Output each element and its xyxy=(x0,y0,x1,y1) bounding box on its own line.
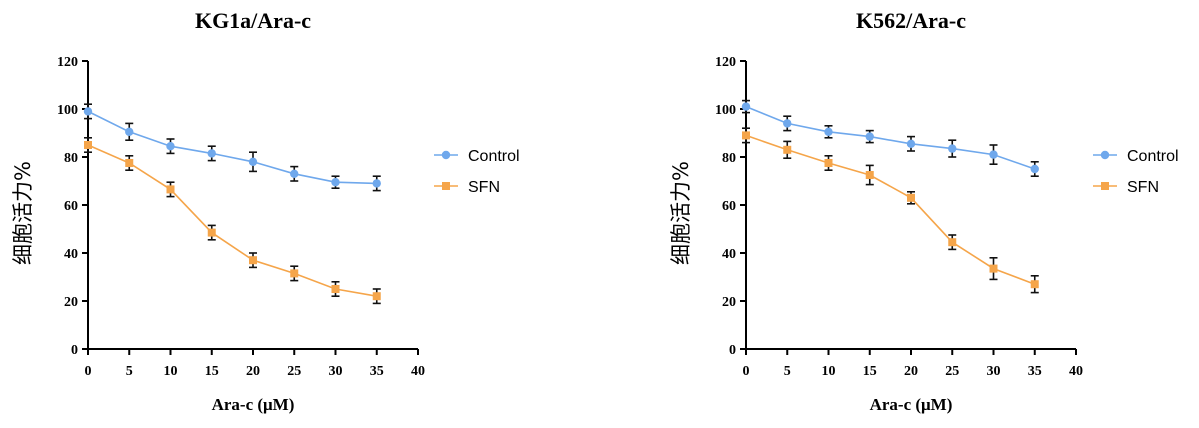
x-tick-label: 10 xyxy=(822,364,836,379)
y-tick-label: 120 xyxy=(57,55,78,70)
x-tick-label: 20 xyxy=(904,364,918,379)
x-tick-label: 25 xyxy=(945,364,959,379)
x-tick-label: 30 xyxy=(329,364,343,379)
legend-label-control: Control xyxy=(468,148,520,165)
y-tick-label: 40 xyxy=(64,247,78,262)
data-point-control xyxy=(372,179,381,188)
data-point-control xyxy=(783,119,792,128)
y-tick-label: 0 xyxy=(71,343,78,358)
data-point-control xyxy=(166,142,175,151)
data-point-sfn xyxy=(84,141,92,149)
data-point-control xyxy=(290,169,299,178)
legend-marker-sfn xyxy=(1101,182,1109,190)
y-tick-label: 120 xyxy=(715,55,736,70)
series-line-sfn xyxy=(87,144,377,297)
x-tick-label: 40 xyxy=(411,364,425,379)
data-point-control xyxy=(865,132,874,141)
data-point-sfn xyxy=(290,269,299,278)
y-axis-label: 细胞活力% xyxy=(11,161,35,265)
x-tick-label: 35 xyxy=(1028,364,1042,379)
chart-title: K562/Ara-c xyxy=(856,8,966,33)
y-tick-label: 60 xyxy=(64,199,78,214)
x-tick-label: 40 xyxy=(1069,364,1083,379)
x-axis-label: Ara-c (μM) xyxy=(870,395,953,414)
legend-label-sfn: SFN xyxy=(1127,179,1159,196)
legend-marker-control xyxy=(1100,150,1110,160)
series-line-sfn xyxy=(745,134,1036,285)
data-point-sfn xyxy=(907,193,915,202)
chart-panel-kg1a: KG1a/Ara-c 0 20 40 60 80 100 120 0 5 10 15 20 25 30 35 4… xyxy=(11,8,520,414)
data-point-sfn xyxy=(372,292,381,301)
legend-marker-sfn xyxy=(442,182,450,190)
data-point-sfn xyxy=(166,185,175,194)
x-tick-label: 0 xyxy=(85,364,92,379)
data-point-sfn xyxy=(989,264,998,273)
data-point-sfn xyxy=(742,131,750,140)
legend-label-control: Control xyxy=(1127,148,1179,165)
y-tick-label: 0 xyxy=(729,343,736,358)
data-point-control xyxy=(824,127,833,136)
chart-title: KG1a/Ara-c xyxy=(195,8,311,33)
data-point-control xyxy=(741,102,751,111)
x-tick-label: 5 xyxy=(126,364,133,379)
data-point-sfn xyxy=(125,159,134,167)
data-point-control xyxy=(83,107,93,116)
legend-marker-control xyxy=(441,150,451,160)
y-tick-label: 80 xyxy=(722,151,736,166)
data-point-sfn xyxy=(249,256,257,265)
x-tick-label: 25 xyxy=(287,364,301,379)
data-point-sfn xyxy=(865,171,874,179)
data-point-sfn xyxy=(331,285,340,293)
y-tick-label: 40 xyxy=(722,247,736,262)
data-point-control xyxy=(1030,164,1039,174)
data-point-control xyxy=(948,144,957,153)
y-tick-label: 100 xyxy=(57,103,78,118)
chart-kg1a: KG1a/Ara-c 0 20 40 60 80 100 120 0 5 10 15 20 25 30 35 4… xyxy=(11,8,520,414)
x-tick-label: 35 xyxy=(370,364,384,379)
y-tick-label: 20 xyxy=(64,295,78,310)
data-point-control xyxy=(331,178,340,187)
data-point-control xyxy=(989,150,998,159)
data-point-control xyxy=(125,127,134,136)
x-tick-label: 5 xyxy=(784,364,791,379)
data-point-control xyxy=(207,149,216,158)
data-point-sfn xyxy=(1030,280,1039,289)
series-line-control xyxy=(87,110,377,185)
data-point-sfn xyxy=(824,159,833,167)
x-tick-label: 0 xyxy=(743,364,750,379)
x-tick-label: 15 xyxy=(205,364,219,379)
y-tick-label: 20 xyxy=(722,295,736,310)
data-point-control xyxy=(248,157,258,166)
y-tick-label: 100 xyxy=(715,103,736,118)
y-tick-label: 80 xyxy=(64,151,78,166)
x-tick-label: 15 xyxy=(863,364,877,379)
x-tick-label: 10 xyxy=(164,364,178,379)
data-point-sfn xyxy=(948,238,957,247)
x-axis-label: Ara-c (μM) xyxy=(212,395,295,414)
legend-label-sfn: SFN xyxy=(468,179,500,196)
y-tick-label: 60 xyxy=(722,199,736,214)
y-axis-label: 细胞活力% xyxy=(669,161,693,265)
x-tick-label: 30 xyxy=(987,364,1001,379)
data-point-sfn xyxy=(207,228,216,237)
data-point-sfn xyxy=(783,145,792,154)
x-tick-label: 20 xyxy=(246,364,260,379)
chart-k562: K562/Ara-c 0 20 40 60 80 100 120 0 5 10 15 20 25 30 35 4… xyxy=(669,8,1179,414)
chart-panel-k562: K562/Ara-c 0 20 40 60 80 100 120 0 5 10 15 20 25 30 35 4… xyxy=(600,0,1199,428)
series-line-control xyxy=(745,105,1036,170)
data-point-control xyxy=(906,139,916,148)
